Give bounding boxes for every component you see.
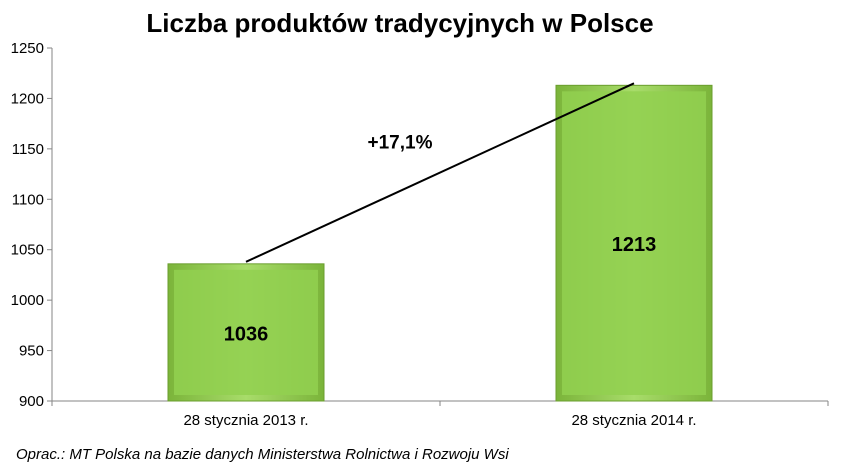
- bars: [167, 84, 713, 402]
- y-tick-label: 1150: [12, 141, 44, 158]
- growth-line: [245, 82, 635, 263]
- annotation-group: +17,1%: [245, 82, 635, 263]
- y-tick-label: 1250: [11, 40, 44, 57]
- data-label: 1213: [612, 234, 657, 256]
- data-labels: 1036 28 stycznia 2013 r. 1213 28 stycznia 2…: [183, 234, 696, 429]
- axes: 900 950 1000 1050 1100 1150 1200 1250: [11, 40, 829, 410]
- growth-annotation: +17,1%: [368, 133, 433, 154]
- y-tick-label: 1200: [11, 90, 44, 107]
- chart-title: Liczba produktów tradycyjnych w Polsce: [146, 8, 654, 38]
- y-tick-label: 1050: [11, 242, 44, 259]
- y-tick-label: 1000: [11, 292, 44, 309]
- source-note: Oprac.: MT Polska na bazie danych Minist…: [16, 446, 509, 463]
- bar-face: [174, 269, 318, 395]
- bar-chart: 900 950 1000 1050 1100 1150 1200 1250 1036 28 st…: [11, 40, 829, 429]
- y-tick-label: 1100: [12, 191, 44, 208]
- bar-face: [562, 91, 706, 396]
- x-tick-label: 28 stycznia 2013 r.: [183, 412, 308, 429]
- y-tick-label: 950: [19, 343, 44, 360]
- x-tick-label: 28 stycznia 2014 r.: [571, 412, 696, 429]
- data-label: 1036: [224, 323, 269, 345]
- y-tick-label: 900: [19, 393, 44, 410]
